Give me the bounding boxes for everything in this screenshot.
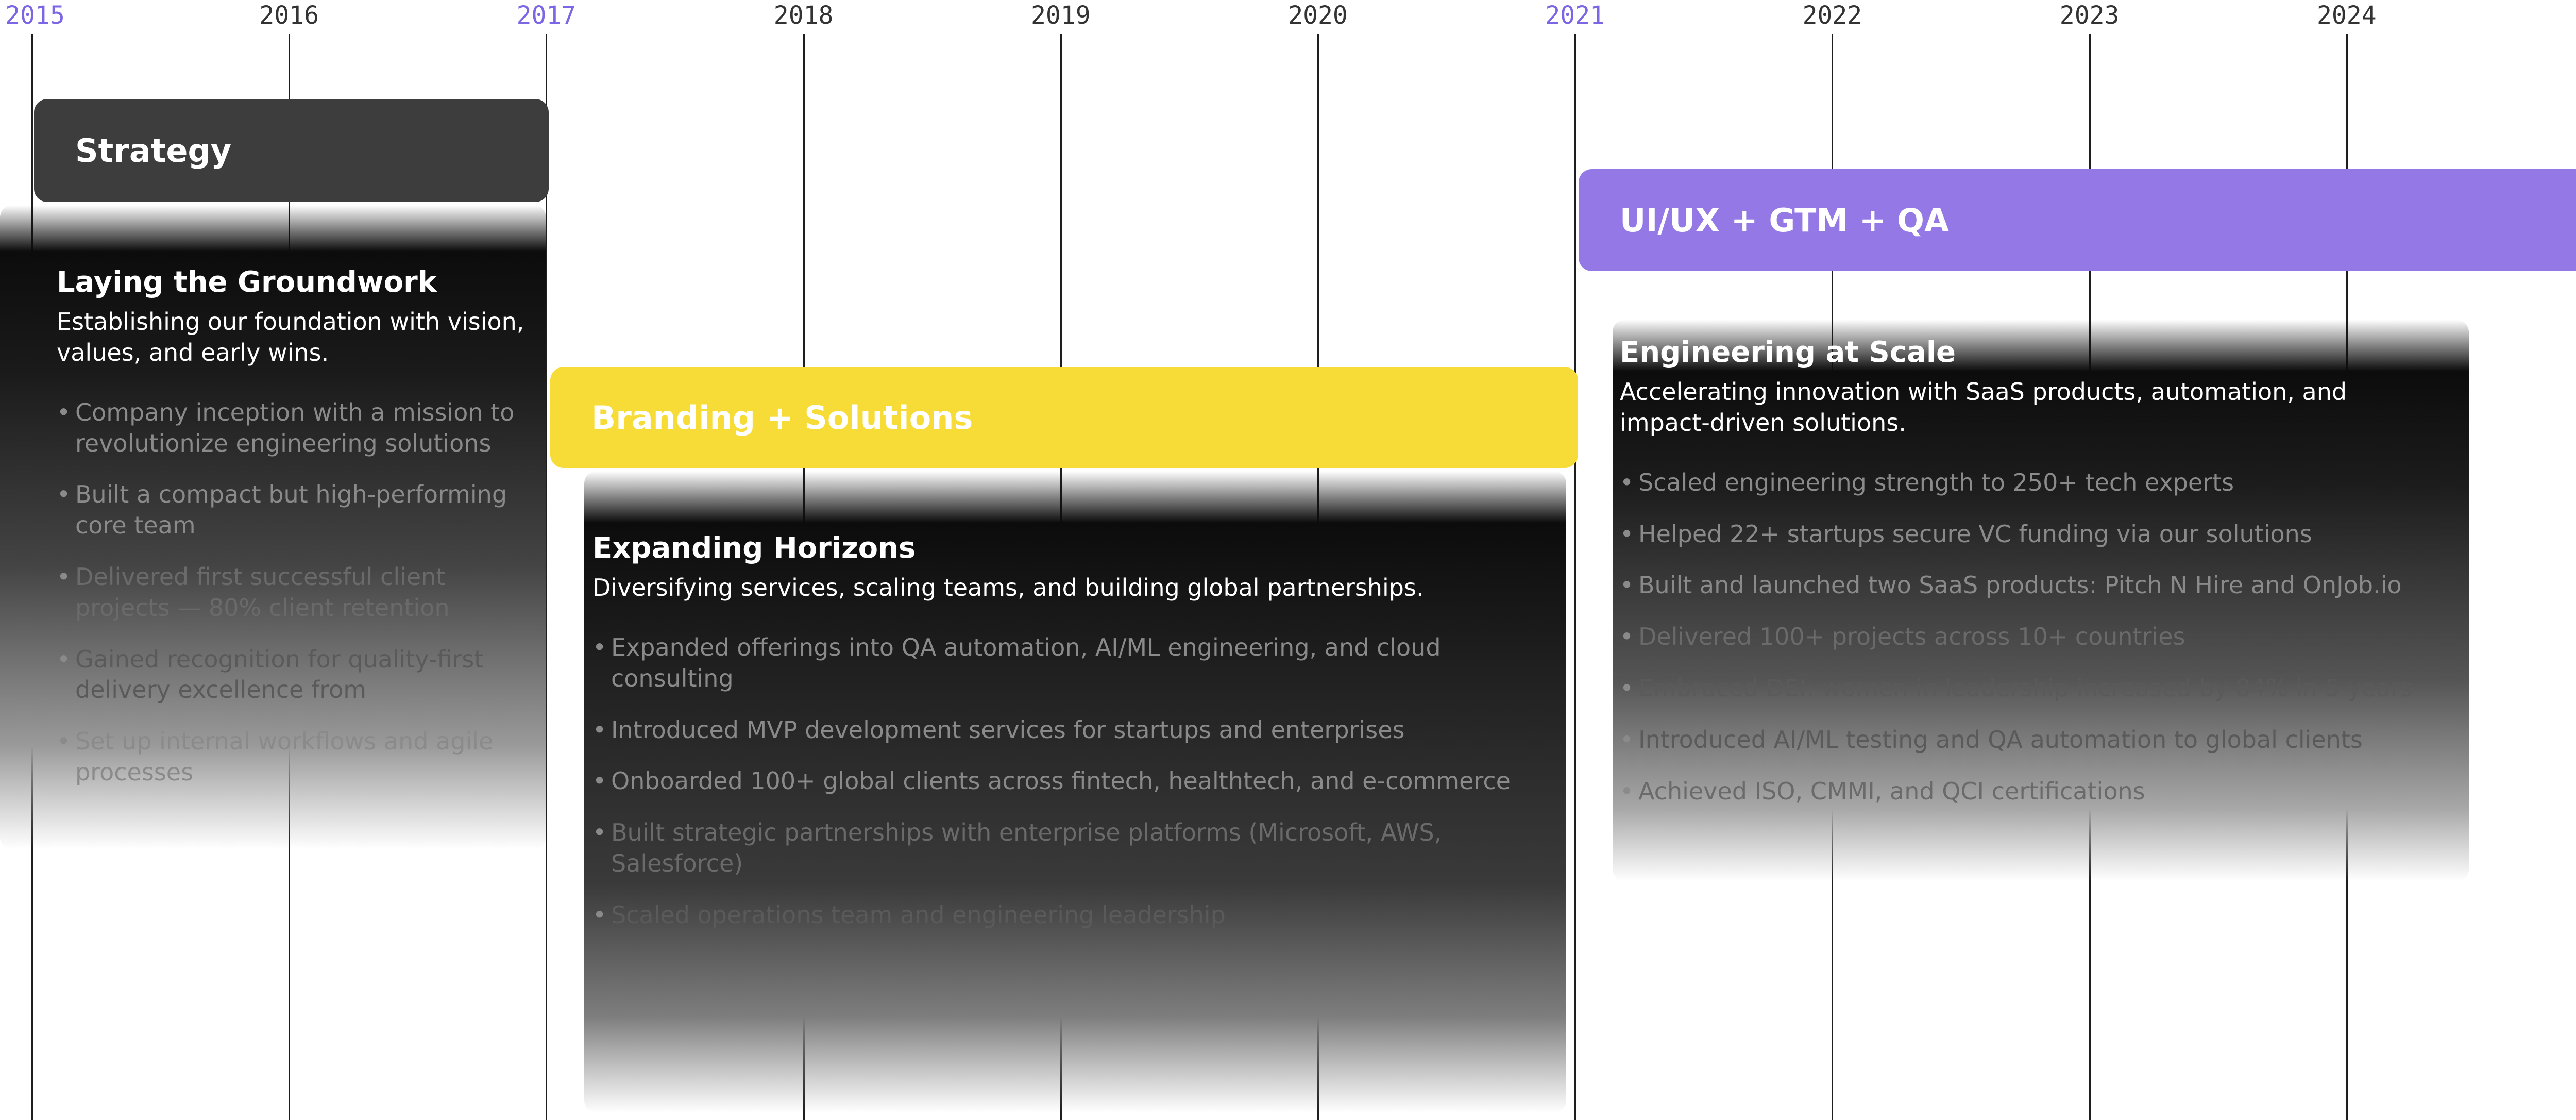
phase-strategy-label: Strategy: [75, 131, 232, 170]
list-item: Scaled operations team and engineering l…: [592, 900, 1556, 931]
list-item: Built and launched two SaaS products: Pi…: [1620, 570, 2428, 601]
card-title: Expanding Horizons: [592, 531, 916, 565]
year-label: 2024: [2317, 1, 2377, 30]
list-item: Onboarded 100+ global clients across fin…: [592, 766, 1556, 797]
list-item: Achieved ISO, CMMI, and QCI certificatio…: [1620, 776, 2428, 807]
list-item: Expanded offerings into QA automation, A…: [592, 632, 1556, 694]
list-item: Scaled engineering strength to 250+ tech…: [1620, 467, 2428, 498]
list-item: Gained recognition for quality-first del…: [57, 644, 526, 706]
card-subtitle: Accelerating innovation with SaaS produc…: [1620, 378, 2347, 437]
year-label: 2018: [773, 1, 834, 30]
card-laying-groundwork: Laying the Groundwork Establishing our f…: [0, 205, 546, 849]
year-label: 2021: [1545, 1, 1605, 30]
list-item: Introduced MVP development services for …: [592, 715, 1556, 746]
year-label: 2019: [1031, 1, 1091, 30]
list-item: Company inception with a mission to revo…: [57, 397, 526, 459]
year-label: 2016: [259, 1, 319, 30]
phase-branding-solutions: Branding + Solutions: [550, 367, 1578, 468]
list-item: Built a compact but high-performing core…: [57, 479, 526, 541]
year-gridline: [546, 34, 548, 1120]
card-title: Engineering at Scale: [1620, 336, 1956, 369]
card-item-list: Scaled engineering strength to 250+ tech…: [1620, 467, 2428, 807]
phase-uiux-label: UI/UX + GTM + QA: [1620, 201, 1949, 239]
year-label: 2022: [1802, 1, 1862, 30]
year-label: 2015: [5, 1, 65, 30]
phase-strategy: Strategy: [34, 99, 549, 202]
card-item-list: Expanded offerings into QA automation, A…: [592, 632, 1556, 931]
year-label: 2017: [516, 1, 577, 30]
card-engineering-at-scale: Engineering at Scale Accelerating innova…: [1613, 320, 2469, 881]
year-gridline: [1574, 34, 1577, 1120]
list-item: Delivered first successful client projec…: [57, 562, 526, 624]
year-label: 2020: [1288, 1, 1348, 30]
list-item: Delivered 100+ projects across 10+ count…: [1620, 622, 2428, 653]
list-item: Set up internal workflows and agile proc…: [57, 726, 526, 788]
card-subtitle: Establishing our foundation with vision,…: [57, 308, 524, 366]
phase-branding-label: Branding + Solutions: [591, 398, 973, 437]
list-item: Embraced DEI: women in leadership increa…: [1620, 673, 2428, 704]
card-subtitle: Diversifying services, scaling teams, an…: [592, 574, 1424, 602]
card-expanding-horizons: Expanding Horizons Diversifying services…: [584, 471, 1566, 1113]
card-item-list: Company inception with a mission to revo…: [57, 397, 526, 788]
card-title: Laying the Groundwork: [57, 265, 437, 299]
year-label: 2023: [2059, 1, 2120, 30]
list-item: Helped 22+ startups secure VC funding vi…: [1620, 519, 2428, 550]
phase-uiux-gtm-qa: UI/UX + GTM + QA: [1579, 169, 2576, 271]
list-item: Introduced AI/ML testing and QA automati…: [1620, 725, 2428, 756]
list-item: Built strategic partnerships with enterp…: [592, 817, 1556, 879]
